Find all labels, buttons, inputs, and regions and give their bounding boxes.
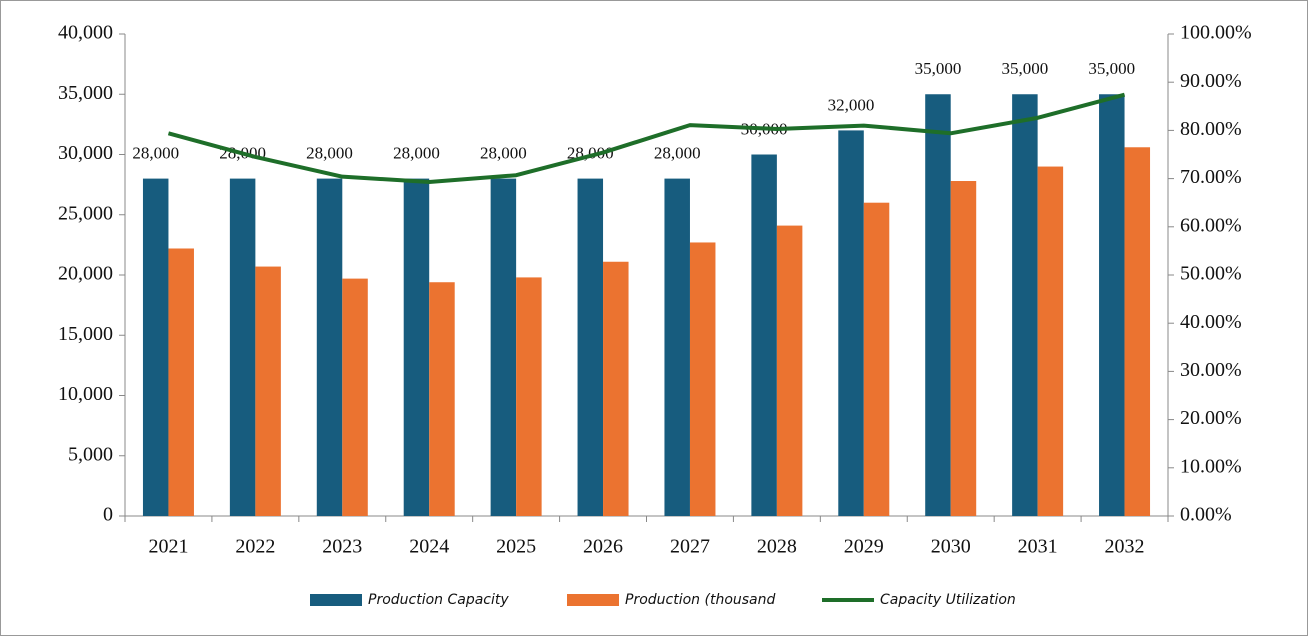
- bar: [168, 248, 194, 517]
- data-label: 28,000: [306, 144, 353, 163]
- bar: [664, 178, 690, 516]
- data-label: 32,000: [828, 95, 875, 114]
- x-tick-label: 2025: [496, 536, 536, 558]
- y2-tick-label: 80.00%: [1180, 118, 1242, 140]
- y-tick-label: 10,000: [58, 383, 113, 405]
- x-tick-label: 2027: [670, 536, 710, 558]
- x-tick-label: 2023: [322, 536, 362, 558]
- legend-label: Capacity Utilization: [880, 592, 1016, 608]
- y-tick-label: 5,000: [68, 443, 113, 465]
- data-label: 28,000: [393, 144, 440, 163]
- data-label: 28,000: [480, 144, 527, 163]
- y2-tick-label: 30.00%: [1180, 359, 1242, 381]
- bar: [255, 266, 281, 516]
- bar: [603, 261, 629, 516]
- bar: [403, 178, 430, 516]
- data-label: 28,000: [654, 144, 701, 163]
- bar: [142, 178, 169, 516]
- y2-tick-label: 10.00%: [1180, 455, 1242, 477]
- y2-tick-label: 40.00%: [1180, 311, 1242, 333]
- x-tick-label: 2022: [235, 536, 275, 558]
- x-tick-label: 2024: [409, 536, 449, 558]
- bar: [751, 154, 777, 516]
- x-tick-label: 2021: [148, 536, 188, 558]
- data-label: 35,000: [1002, 59, 1049, 78]
- bar: [490, 178, 517, 516]
- y2-tick-label: 0.00%: [1180, 504, 1232, 526]
- y2-tick-label: 20.00%: [1180, 407, 1242, 429]
- bar: [1012, 94, 1038, 516]
- bar: [950, 181, 977, 516]
- y2-tick-label: 60.00%: [1180, 214, 1242, 236]
- bar: [516, 277, 542, 516]
- bar: [1099, 94, 1125, 516]
- bar: [316, 178, 343, 516]
- y-tick-label: 15,000: [58, 323, 113, 345]
- bar: [1124, 147, 1151, 516]
- x-tick-label: 2030: [931, 536, 971, 558]
- legend-label: Production Capacity: [368, 592, 509, 608]
- bar: [776, 225, 803, 516]
- bar: [429, 282, 455, 516]
- bar: [342, 278, 368, 516]
- legend-swatch: [310, 594, 362, 606]
- bar: [689, 242, 716, 516]
- x-tick-label: 2032: [1105, 536, 1145, 558]
- x-tick-label: 2026: [583, 536, 623, 558]
- y-tick-label: 25,000: [58, 202, 113, 224]
- y2-tick-label: 70.00%: [1180, 166, 1242, 188]
- legend-swatch: [567, 594, 619, 606]
- bar: [1037, 166, 1064, 517]
- x-tick-label: 2029: [844, 536, 884, 558]
- bar: [925, 94, 951, 516]
- x-tick-label: 2028: [757, 536, 797, 558]
- bar: [838, 130, 864, 516]
- y-tick-label: 20,000: [58, 263, 113, 285]
- bar: [229, 178, 256, 516]
- data-label: 28,000: [132, 144, 179, 163]
- line: [167, 92, 1126, 184]
- y2-tick-label: 50.00%: [1180, 263, 1242, 285]
- data-label: 35,000: [1088, 59, 1135, 78]
- y-tick-label: 0: [103, 504, 113, 526]
- y-tick-label: 40,000: [58, 22, 113, 44]
- y2-tick-label: 100.00%: [1180, 22, 1252, 44]
- y-tick-label: 35,000: [58, 82, 113, 104]
- y2-tick-label: 90.00%: [1180, 70, 1242, 92]
- x-tick-label: 2031: [1018, 536, 1058, 558]
- bar: [577, 178, 604, 516]
- bar: [863, 202, 890, 516]
- y-tick-label: 30,000: [58, 142, 113, 164]
- legend-label: Production (thousand: [625, 592, 775, 608]
- data-label: 35,000: [915, 59, 962, 78]
